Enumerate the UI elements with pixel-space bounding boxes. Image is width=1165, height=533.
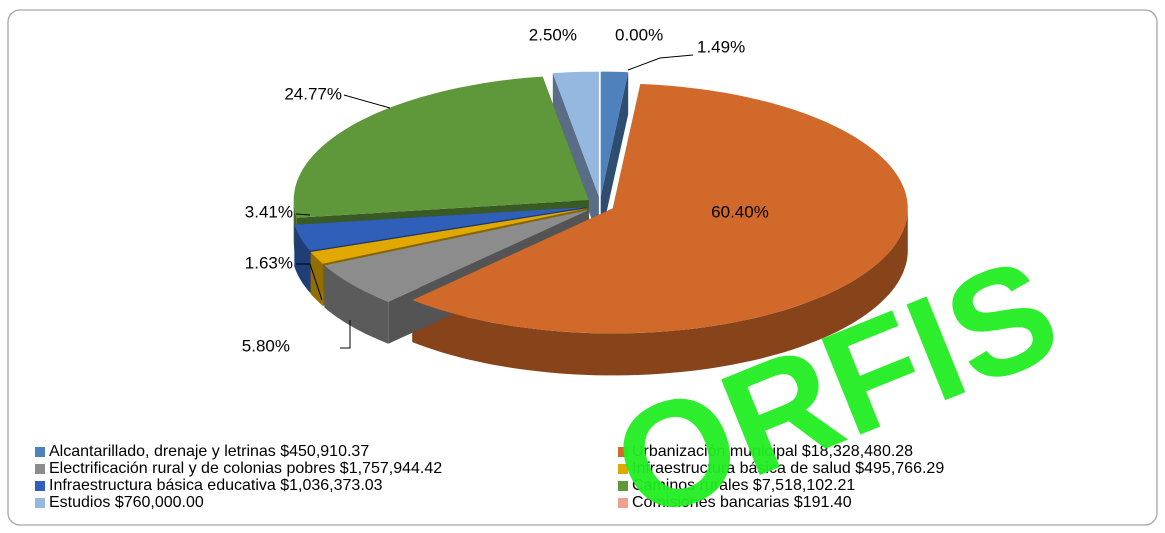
legend-swatch [618, 481, 628, 491]
leader-line [627, 54, 694, 71]
pie [293, 71, 908, 376]
slice-side [294, 224, 310, 293]
legend-label: Estudios $760,000.00 [49, 494, 204, 511]
legend-label: Infraestructura básica educativa $1,036,… [49, 477, 383, 494]
data-label: 1.63% [245, 253, 293, 272]
legend-label: Infraestructura básica de salud $495,766… [632, 460, 944, 477]
data-label: 60.40% [711, 202, 769, 221]
data-label: 0.00% [615, 25, 663, 44]
legend-swatch [618, 447, 628, 457]
slice [324, 210, 589, 302]
slice-wall [600, 72, 629, 239]
slice [412, 84, 908, 334]
legend-label: Urbanización municipal $18,328,480.28 [632, 443, 913, 460]
slice-side [412, 208, 908, 376]
leader-line [343, 94, 391, 109]
legend: Alcantarillado, drenaje y letrinas $450,… [35, 443, 944, 511]
legend-label: Caminos rurales $7,518,102.21 [632, 477, 855, 494]
legend-label: Alcantarillado, drenaje y letrinas $450,… [49, 443, 369, 460]
leader-lines [295, 54, 694, 349]
slice [552, 71, 599, 197]
labels: 1.49% 60.40% 5.80% 1.63% 3.41% 24.77% 2.50% 0.0… [242, 25, 769, 355]
data-label: 24.77% [284, 84, 342, 103]
data-label: 1.49% [697, 37, 745, 56]
data-label: 5.80% [242, 336, 290, 355]
slice [600, 71, 629, 197]
legend-swatch [35, 498, 45, 508]
slice [310, 208, 588, 264]
legend-label: Comisiones bancarias $191.40 [632, 494, 852, 511]
data-label: 2.50% [529, 25, 577, 44]
legend-label: Electrificación rural y de colonias pobr… [49, 460, 442, 477]
legend-swatch [35, 447, 45, 457]
leader-line [340, 320, 351, 349]
legend-swatch [618, 464, 628, 474]
slice [294, 207, 587, 251]
legend-swatch [35, 464, 45, 474]
slice [293, 76, 589, 218]
legend-swatch [35, 481, 45, 491]
leader-line [296, 263, 323, 301]
legend-swatch [618, 498, 628, 508]
data-label: 3.41% [245, 202, 293, 221]
leader-line [295, 213, 311, 216]
slice-side [324, 265, 389, 344]
